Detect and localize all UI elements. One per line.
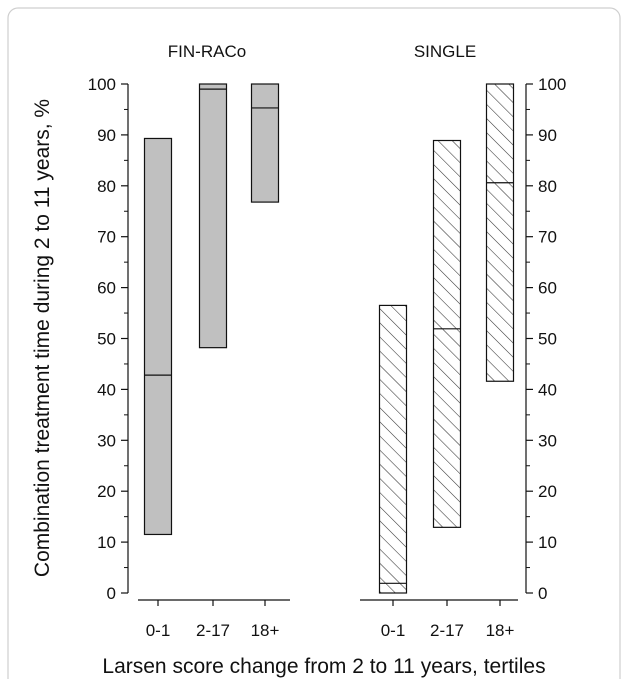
- right-tick-label: 70: [538, 228, 557, 247]
- panel-title-single: SINGLE: [414, 42, 476, 61]
- panel-single: SINGLE: [378, 42, 515, 594]
- right-tick-label: 90: [538, 126, 557, 145]
- right-tick-label: 100: [538, 75, 566, 94]
- left-tick-label: 30: [97, 431, 116, 450]
- right-tick-label: 30: [538, 431, 557, 450]
- box-2-17: [198, 83, 228, 349]
- right-tick-label: 60: [538, 279, 557, 298]
- left-y-axis: 0 10 20 30 40 50 60 70 80 90 100: [88, 75, 129, 603]
- left-tick-label: 10: [97, 533, 116, 552]
- box-0-1: [378, 304, 408, 594]
- x-tick-label: 0-1: [146, 621, 171, 640]
- left-tick-label: 50: [97, 330, 116, 349]
- left-tick-label: 60: [97, 279, 116, 298]
- panel-fin-raco: FIN-RACo: [143, 42, 280, 536]
- y-axis-label: Combination treatment time during 2 to 1…: [31, 99, 54, 577]
- left-tick-label: 100: [88, 75, 116, 94]
- right-y-axis: 0 10 20 30 40 50 60 70 80 90 100: [525, 75, 566, 603]
- box-18+: [250, 83, 280, 203]
- panel-title-fin-raco: FIN-RACo: [168, 42, 246, 61]
- right-tick-label: 50: [538, 330, 557, 349]
- right-tick-label: 80: [538, 177, 557, 196]
- left-tick-label: 0: [107, 584, 116, 603]
- x-tick-label: 2-17: [196, 621, 230, 640]
- x-tick-label: 18+: [251, 621, 280, 640]
- x-tick-label: 18+: [486, 621, 515, 640]
- box-2-17: [432, 139, 462, 528]
- right-tick-label: 40: [538, 380, 557, 399]
- x-axis-label: Larsen score change from 2 to 11 years, …: [102, 655, 545, 678]
- left-tick-label: 70: [97, 228, 116, 247]
- left-tick-label: 90: [97, 126, 116, 145]
- right-tick-label: 20: [538, 482, 557, 501]
- right-tick-label: 10: [538, 533, 557, 552]
- box-0-1: [143, 137, 173, 536]
- x-axes: 0-1 2-17 18+ 0-1 2-17 18+: [138, 599, 518, 640]
- left-tick-label: 20: [97, 482, 116, 501]
- left-tick-label: 80: [97, 177, 116, 196]
- x-tick-label: 0-1: [381, 621, 406, 640]
- box-18+: [485, 83, 515, 382]
- right-tick-label: 0: [538, 584, 547, 603]
- left-tick-label: 40: [97, 380, 116, 399]
- x-tick-label: 2-17: [430, 621, 464, 640]
